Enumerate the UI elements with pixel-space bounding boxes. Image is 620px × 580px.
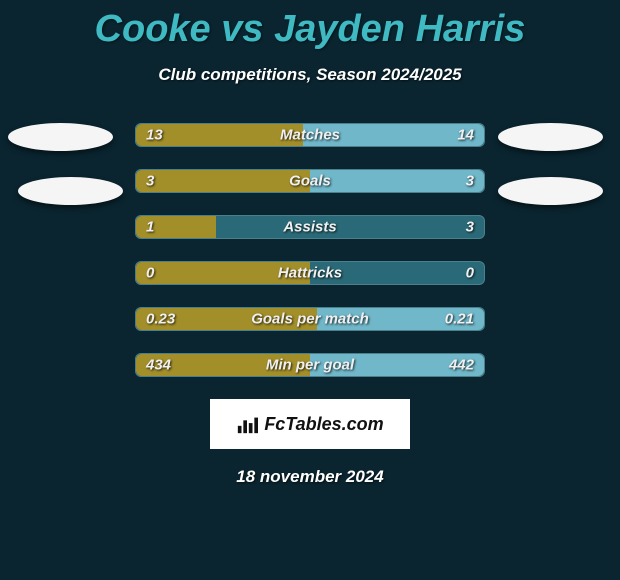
stat-left-value: 13 [146,127,163,144]
stat-label: Hattricks [278,265,342,282]
stat-label: Min per goal [266,357,354,374]
stat-right-value: 0 [466,265,474,282]
stat-left-value: 0.23 [146,311,175,328]
stat-row: 3 3 Goals [135,169,485,193]
stat-right-value: 442 [449,357,474,374]
stat-label: Matches [280,127,340,144]
comparison-bars: 1314Matches33Goals13Assists00Hattricks0.… [135,123,485,377]
stat-left-value: 3 [146,173,154,190]
stat-right-value: 3 [466,173,474,190]
stat-right-value: 14 [457,127,474,144]
stat-row: 0 0 Hattricks [135,261,485,285]
date-label: 18 november 2024 [0,467,620,487]
chart-icon [236,413,258,435]
badge-text: FcTables.com [264,414,383,435]
stat-left-value: 434 [146,357,171,374]
stat-left-value: 0 [146,265,154,282]
stat-label: Assists [283,219,336,236]
player-avatar-placeholder [498,177,603,205]
bar-left-fill [136,170,310,192]
stat-right-value: 0.21 [445,311,474,328]
stat-row: 13 14 Matches [135,123,485,147]
stat-row: 0.23 0.21 Goals per match [135,307,485,331]
page-title: Cooke vs Jayden Harris [0,0,620,51]
subtitle: Club competitions, Season 2024/2025 [0,65,620,85]
player-avatar-placeholder [498,123,603,151]
player-avatar-placeholder [18,177,123,205]
stat-label: Goals per match [251,311,369,328]
stat-row: 434 442 Min per goal [135,353,485,377]
source-badge: FcTables.com [210,399,410,449]
stat-right-value: 3 [466,219,474,236]
stat-label: Goals [289,173,331,190]
stat-row: 1 3 Assists [135,215,485,239]
bar-right-fill [310,170,484,192]
player-avatar-placeholder [8,123,113,151]
stat-left-value: 1 [146,219,154,236]
